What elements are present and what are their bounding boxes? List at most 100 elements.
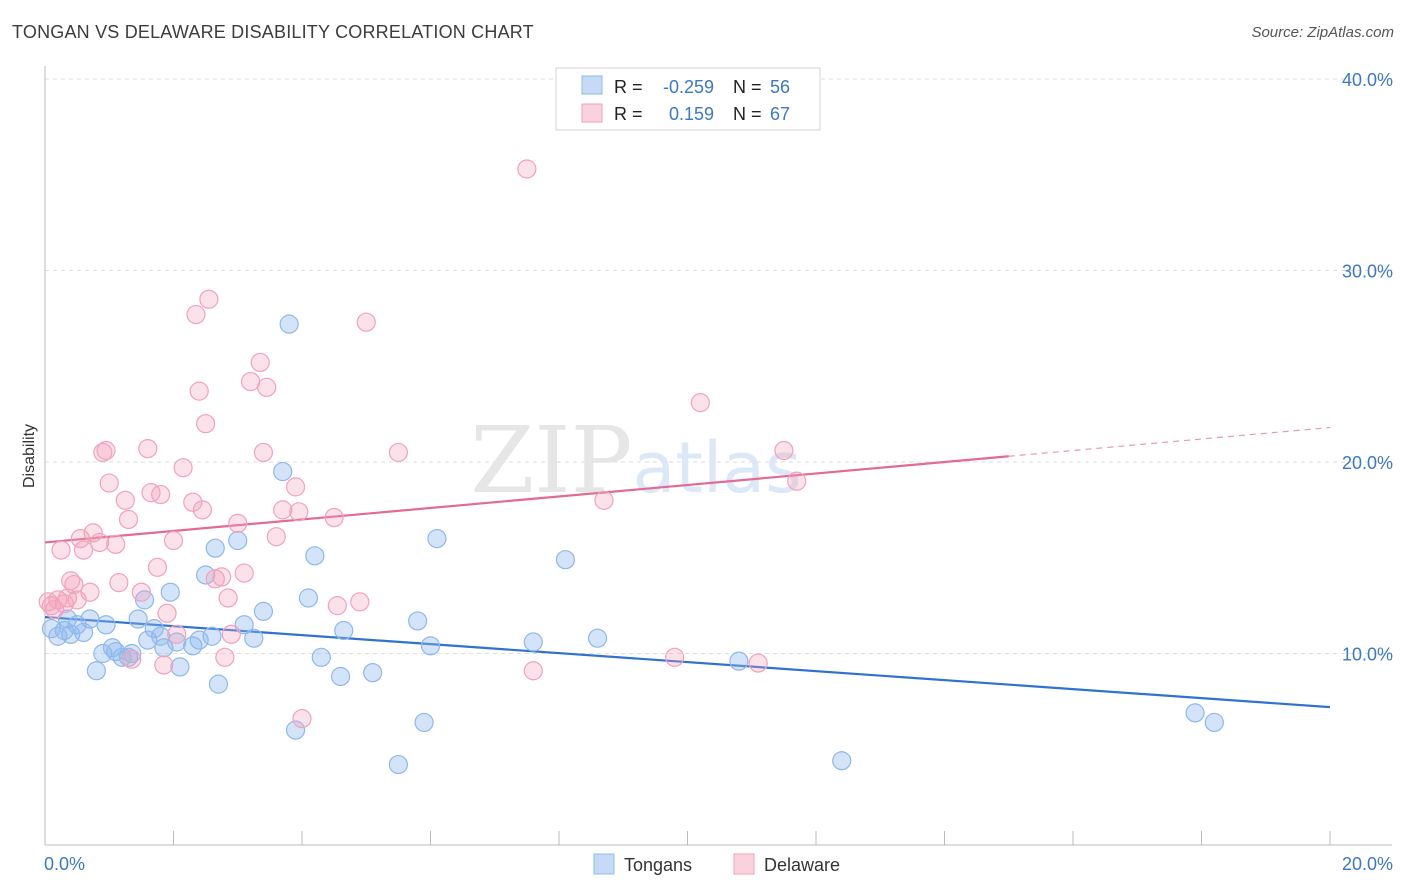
legend-bottom-label-tongans: Tongans	[624, 855, 692, 875]
legend-swatch-delaware	[581, 103, 603, 123]
point-tongans-7	[80, 609, 100, 629]
point-tongans-55	[1204, 712, 1224, 733]
legend-swatch-tongans	[581, 75, 603, 95]
point-tongans-24	[170, 657, 190, 677]
watermark-atlas: atlas	[633, 427, 802, 509]
x-tick-label-min: 0.0%	[44, 854, 85, 874]
y-axis-label: Disability	[21, 424, 38, 488]
point-delaware-45	[234, 563, 254, 583]
point-tongans-54	[1185, 703, 1205, 723]
point-delaware-36	[192, 500, 213, 520]
point-delaware-43	[221, 624, 241, 644]
point-tongans-19	[144, 619, 164, 639]
source-credit: Source: ZipAtlas.com	[1251, 24, 1394, 41]
point-tongans-30	[208, 674, 229, 694]
point-tongans-16	[128, 609, 148, 629]
data-points	[38, 159, 1224, 775]
point-delaware-56	[327, 596, 347, 616]
x-tick-label-max: 20.0%	[1342, 854, 1393, 874]
point-tongans-32	[234, 615, 254, 635]
point-delaware-27	[151, 484, 171, 505]
point-tongans-48	[427, 528, 447, 549]
point-tongans-10	[96, 615, 116, 635]
point-delaware-8	[64, 574, 84, 595]
point-delaware-46	[241, 371, 261, 392]
point-tongans-47	[420, 636, 441, 656]
point-delaware-38	[199, 289, 219, 309]
point-tongans-27	[196, 565, 216, 585]
point-delaware-18	[106, 534, 126, 554]
point-tongans-17	[134, 590, 155, 610]
point-delaware-50	[266, 527, 286, 547]
point-delaware-23	[131, 582, 151, 602]
axes	[44, 66, 1392, 846]
point-delaware-25	[141, 483, 161, 503]
point-delaware-66	[774, 440, 794, 461]
point-delaware-65	[748, 653, 768, 673]
legend-bottom: Tongans Delaware	[593, 853, 840, 875]
point-tongans-38	[298, 588, 319, 608]
point-tongans-51	[587, 628, 608, 648]
legend-r-value-delaware: 0.159	[669, 104, 714, 124]
point-delaware-21	[118, 509, 139, 530]
point-tongans-3	[57, 609, 78, 629]
legend-r-value-tongans: -0.259	[663, 77, 714, 97]
point-tongans-18	[138, 630, 158, 650]
point-delaware-55	[324, 507, 344, 528]
point-delaware-5	[54, 594, 74, 614]
point-delaware-26	[147, 557, 168, 577]
trend-line-tongans	[44, 616, 1331, 709]
point-delaware-44	[228, 513, 248, 533]
point-tongans-41	[330, 666, 351, 687]
point-delaware-64	[690, 393, 710, 413]
legend-bottom-swatch-delaware	[733, 853, 755, 875]
point-delaware-37	[196, 414, 216, 434]
point-tongans-29	[205, 538, 225, 558]
point-delaware-28	[154, 655, 174, 675]
point-tongans-35	[273, 461, 293, 482]
point-delaware-29	[157, 603, 177, 623]
point-delaware-52	[285, 477, 306, 497]
point-tongans-42	[334, 620, 354, 641]
point-tongans-50	[555, 550, 576, 570]
point-delaware-30	[163, 530, 184, 551]
point-tongans-37	[285, 720, 306, 740]
point-delaware-32	[173, 458, 193, 478]
y-tick-label-2: 30.0%	[1342, 262, 1393, 282]
point-tongans-45	[408, 611, 428, 631]
point-tongans-40	[311, 647, 331, 667]
point-delaware-41	[215, 647, 235, 667]
legend-top: R = -0.259 N = 56 R = 0.159 N = 67	[555, 67, 821, 131]
point-delaware-34	[186, 304, 206, 325]
point-delaware-42	[218, 588, 238, 608]
point-tongans-46	[414, 712, 434, 733]
point-delaware-35	[189, 381, 209, 401]
point-delaware-16	[96, 440, 116, 461]
point-delaware-33	[183, 492, 203, 512]
point-delaware-19	[109, 573, 129, 593]
point-delaware-49	[257, 377, 277, 397]
chart-title: TONGAN VS DELAWARE DISABILITY CORRELATIO…	[12, 22, 534, 42]
point-tongans-52	[729, 651, 749, 671]
point-delaware-58	[356, 312, 376, 332]
point-tongans-15	[122, 643, 142, 664]
point-delaware-54	[292, 709, 312, 729]
point-tongans-13	[112, 647, 132, 667]
point-delaware-20	[115, 490, 135, 510]
point-delaware-48	[253, 442, 274, 463]
point-tongans-28	[202, 626, 222, 646]
point-tongans-39	[305, 546, 325, 566]
point-delaware-17	[99, 473, 119, 493]
y-tick-label-0: 10.0%	[1342, 645, 1393, 665]
point-delaware-14	[90, 532, 110, 553]
point-tongans-34	[253, 601, 274, 621]
trend-line-delaware	[44, 455, 1009, 544]
point-tongans-33	[244, 628, 264, 648]
point-delaware-24	[138, 438, 158, 459]
point-delaware-12	[80, 582, 100, 602]
point-delaware-57	[350, 592, 370, 612]
legend-r-label-delaware: R =	[614, 104, 643, 124]
point-tongans-31	[228, 530, 248, 551]
legend-bottom-swatch-tongans	[593, 853, 615, 875]
